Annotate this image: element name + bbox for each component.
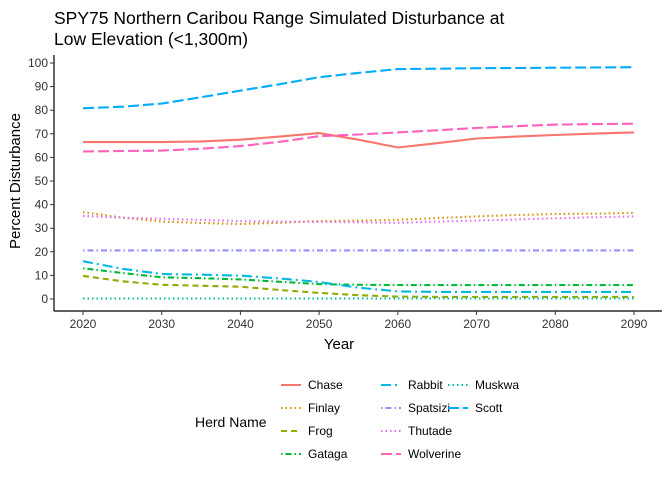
legend-label-frog: Frog [308,424,333,438]
legend-title: Herd Name [195,414,267,430]
x-tick-label: 2020 [70,317,97,331]
plot-area [53,55,662,312]
x-tick-label: 2050 [306,317,333,331]
legend-label-wolverine: Wolverine [408,447,461,461]
y-tick-label: 10 [35,268,49,282]
series-line-wolverine [82,122,635,153]
legend-label-muskwa: Muskwa [475,378,519,392]
y-tick-label: 40 [35,198,49,212]
x-tick-label: 2030 [148,317,175,331]
chart-title-line-1: SPY75 Northern Caribou Range Simulated D… [54,8,505,28]
legend-label-finlay: Finlay [308,401,340,415]
x-tick-label: 2070 [463,317,490,331]
series-line-frog [82,274,634,298]
chart-title-line-2: Low Elevation (<1,300m) [54,29,248,49]
series-line-rabbit [82,260,634,293]
x-axis-title: Year [324,336,354,353]
y-tick-label: 100 [28,56,48,70]
series-line-scott [82,66,635,110]
x-tick-label: 2060 [385,317,412,331]
series-line-thutade [82,214,635,224]
series-layer [82,66,635,300]
legend-label-gataga: Gataga [308,447,348,461]
y-tick-label: 90 [35,80,49,94]
y-tick-label: 0 [41,292,48,306]
y-tick-label: 50 [35,174,49,188]
x-tick-label: 2080 [542,317,569,331]
y-axis-title: Percent Disturbance [7,113,24,249]
legend-label-spatsizi: Spatsizi [408,401,450,415]
y-tick-label: 30 [35,221,49,235]
x-tick-label: 2090 [621,317,648,331]
legend-label-scott: Scott [475,401,503,415]
y-tick-label: 70 [35,127,49,141]
y-tick-label: 80 [35,103,49,117]
legend-label-chase: Chase [308,378,343,392]
series-line-chase [83,131,635,149]
y-axis: 0 10 20 30 40 50 60 70 80 90 100 [28,56,54,306]
series-line-finlay [82,211,635,226]
series-line-gataga [82,267,634,287]
x-tick-label: 2040 [227,317,254,331]
x-axis: 2020 2030 2040 2050 2060 2070 2080 2090 [70,311,648,331]
legend-label-rabbit: Rabbit [408,378,443,392]
legend-label-thutade: Thutade [408,424,452,438]
legend: Herd Name Chase Finlay Frog Gataga Rabbit Spa… [195,378,519,461]
y-tick-label: 60 [35,150,49,164]
y-tick-label: 20 [35,245,49,259]
